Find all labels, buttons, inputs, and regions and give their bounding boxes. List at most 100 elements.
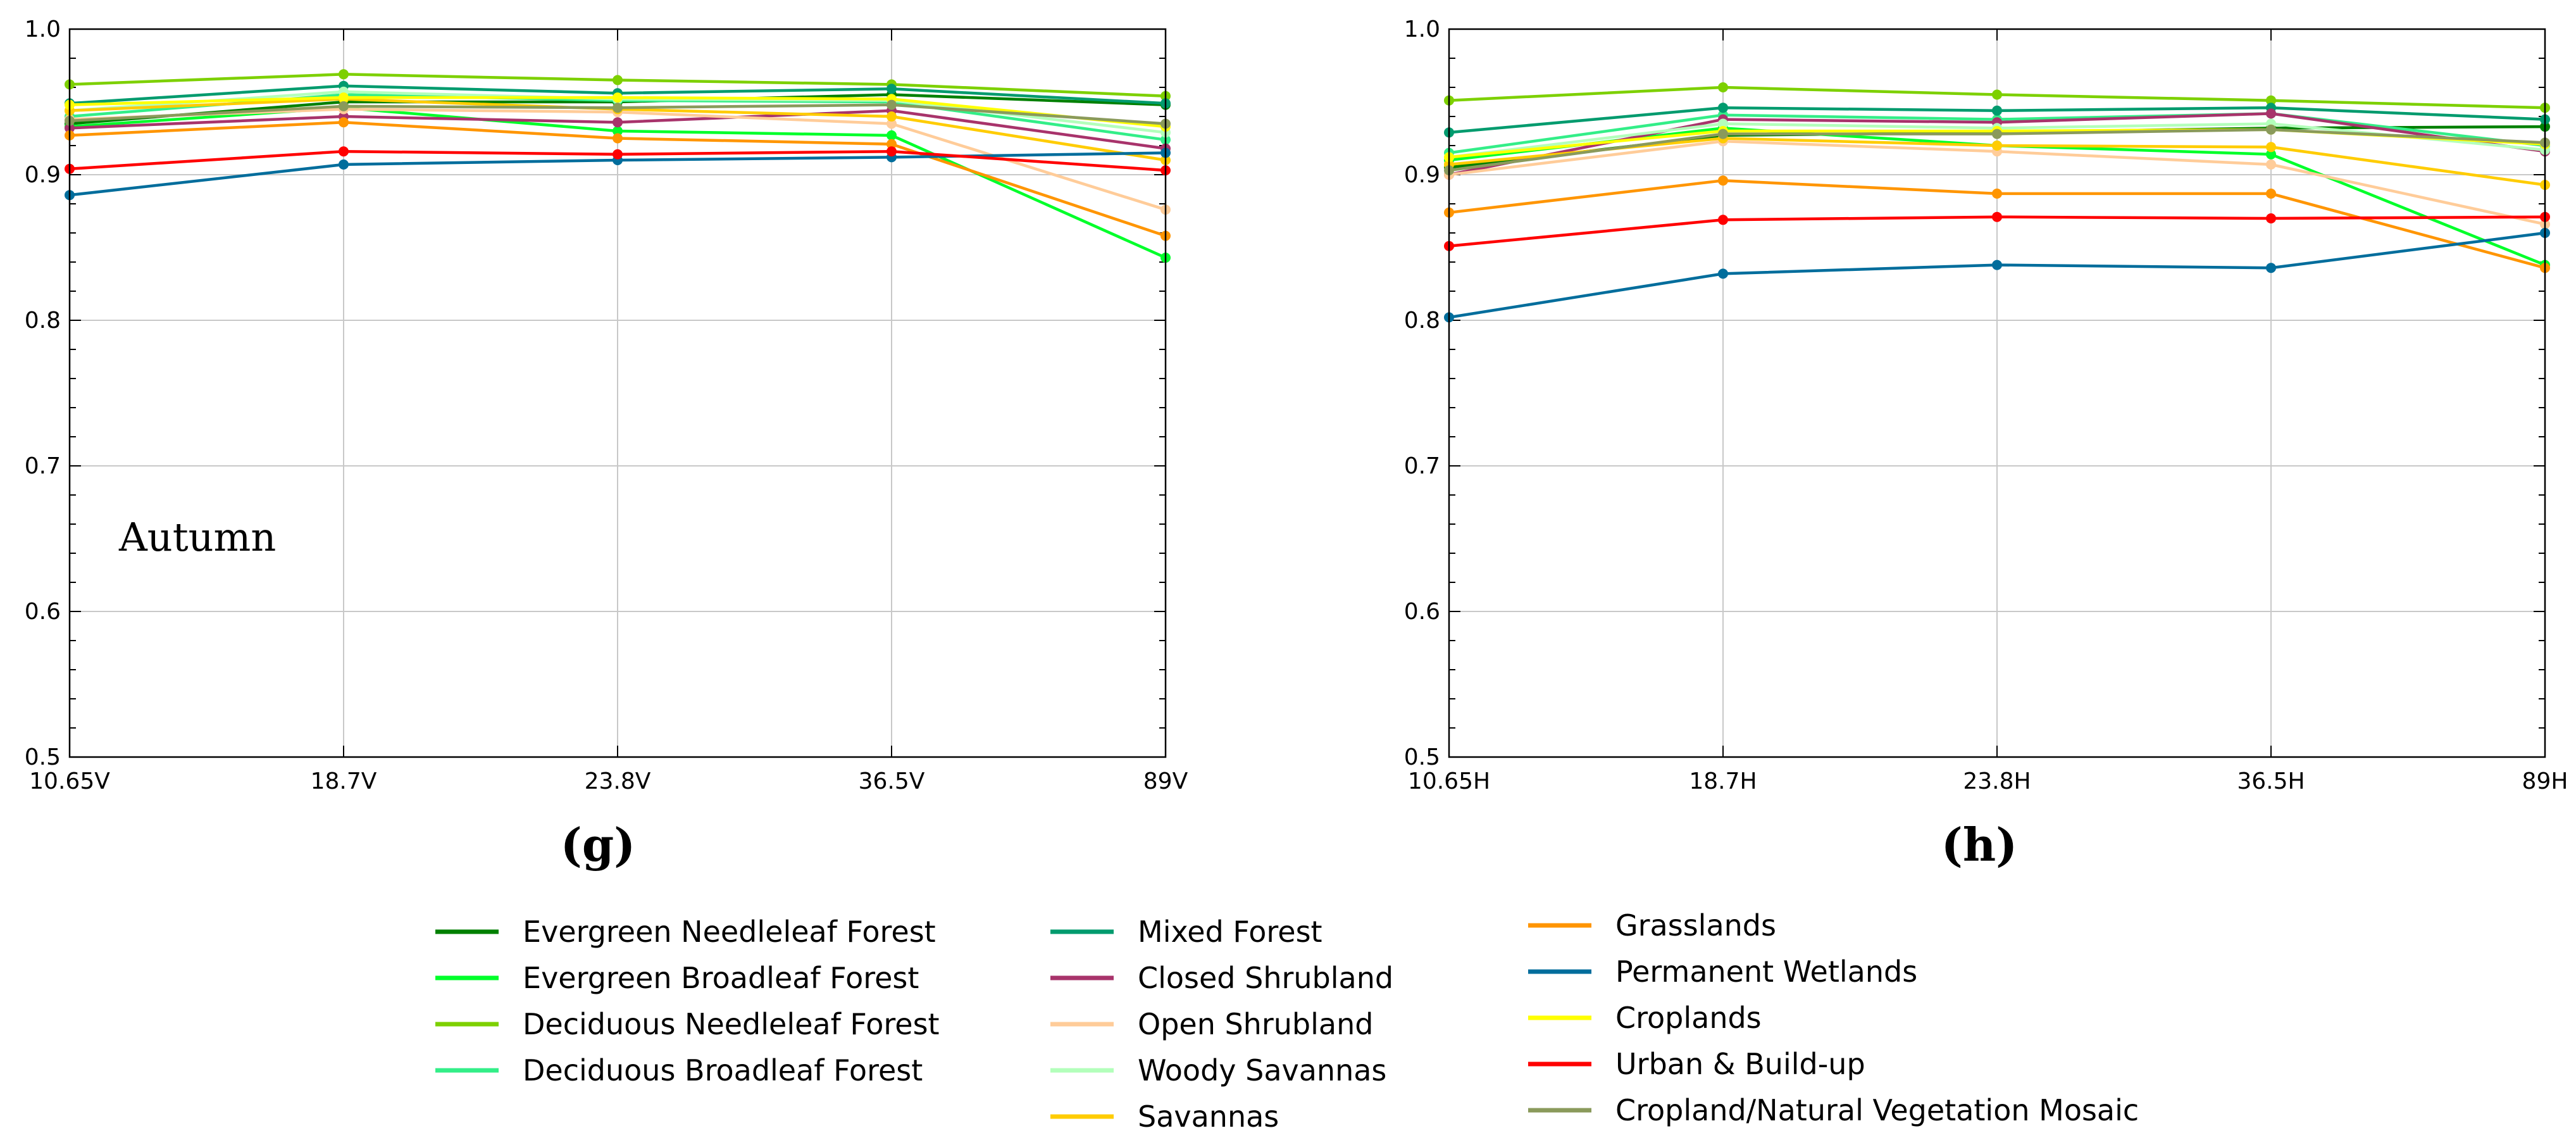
- x-tick-label: 18.7H: [1689, 768, 1757, 794]
- axes-frame: [1448, 28, 2546, 758]
- data-point-savannas: [2266, 142, 2276, 153]
- legend-label: Urban & Build-up: [1615, 1047, 1865, 1081]
- data-point-grasslands: [887, 139, 897, 149]
- data-point-woody-savannas: [1718, 118, 1728, 129]
- y-tick-label: 0.5: [1404, 744, 1440, 770]
- data-point-permanent-wetlands: [339, 159, 349, 170]
- data-point-mixed-forest: [887, 84, 897, 94]
- data-point-deciduous-needleleaf-forest: [1992, 89, 2002, 100]
- data-point-closed-shrubland: [2266, 108, 2276, 119]
- data-point-urban-build-up: [2266, 213, 2276, 223]
- legend-item: Open Shrubland: [1050, 1007, 1373, 1041]
- legend-item: Croplands: [1528, 1001, 1762, 1035]
- legend-label: Evergreen Broadleaf Forest: [523, 961, 919, 995]
- y-tick-label: 0.5: [25, 744, 61, 770]
- legend-label: Deciduous Broadleaf Forest: [523, 1053, 923, 1087]
- panel-h-chart: 0.5 0.6 0.7 0.8 0.9 1.0 10.65H 18.7H 23.8H 36.5H 8…: [1404, 16, 2568, 794]
- data-point-mixed-forest: [1992, 105, 2002, 116]
- data-point-grasslands: [613, 133, 623, 144]
- panel-label-g: (g): [561, 818, 635, 872]
- legend-label: Closed Shrubland: [1138, 961, 1393, 995]
- legend-item: Urban & Build-up: [1528, 1047, 1865, 1081]
- data-point-deciduous-needleleaf-forest: [613, 75, 623, 85]
- series-group: [1444, 82, 2550, 323]
- legend-label: Cropland/Natural Vegetation Mosaic: [1615, 1093, 2139, 1127]
- legend-item: Deciduous Needleleaf Forest: [435, 1007, 940, 1041]
- y-tick-label: 0.9: [25, 162, 61, 188]
- legend-label: Woody Savannas: [1138, 1053, 1386, 1087]
- y-tick-label: 1.0: [25, 16, 61, 42]
- y-tick-label: 0.6: [1404, 599, 1440, 625]
- data-point-croplands: [339, 92, 349, 103]
- legend-label: Mixed Forest: [1138, 915, 1322, 949]
- data-point-cropland-natural-vegetation-mosaic: [1718, 128, 1728, 139]
- legend-label: Deciduous Needleleaf Forest: [523, 1007, 940, 1041]
- legend-item: Permanent Wetlands: [1528, 955, 1917, 989]
- x-tick-label: 36.5V: [859, 768, 925, 794]
- x-tick-label: 18.7V: [311, 768, 377, 794]
- data-point-open-shrubland: [887, 118, 897, 129]
- data-point-urban-build-up: [887, 146, 897, 157]
- legend-label: Croplands: [1615, 1001, 1762, 1035]
- legend-label: Open Shrubland: [1138, 1007, 1373, 1041]
- panel-g-chart: 0.5 0.6 0.7 0.8 0.9 1.0 10.65V 18.7V 23.8V 36.5V 8…: [25, 16, 1188, 794]
- y-tick-label: 0.9: [1404, 162, 1440, 188]
- data-point-cropland-natural-vegetation-mosaic: [2266, 124, 2276, 135]
- series-group: [65, 69, 1171, 263]
- legend-label: Evergreen Needleleaf Forest: [523, 915, 936, 949]
- panel-label-h: (h): [1941, 818, 2017, 872]
- data-point-permanent-wetlands: [1992, 260, 2002, 270]
- legend-item: Deciduous Broadleaf Forest: [435, 1053, 923, 1087]
- data-point-urban-build-up: [339, 146, 349, 157]
- legend-item: Evergreen Broadleaf Forest: [435, 961, 919, 995]
- data-point-cropland-natural-vegetation-mosaic: [613, 103, 623, 113]
- x-tick-label: 89V: [1143, 768, 1188, 794]
- data-point-grasslands: [2266, 188, 2276, 199]
- legend-item: Grasslands: [1528, 908, 1776, 943]
- data-point-evergreen-broadleaf-forest: [887, 130, 897, 141]
- data-point-urban-build-up: [613, 149, 623, 160]
- x-tick-label: 23.8V: [585, 768, 651, 794]
- x-tick-label: 10.65H: [1408, 768, 1490, 794]
- data-point-grasslands: [1992, 188, 2002, 199]
- data-point-cropland-natural-vegetation-mosaic: [1992, 128, 2002, 139]
- data-point-evergreen-broadleaf-forest: [2266, 149, 2276, 160]
- y-tick-label: 1.0: [1404, 16, 1440, 42]
- y-tick-label: 0.8: [25, 308, 61, 334]
- data-point-deciduous-needleleaf-forest: [2266, 95, 2276, 106]
- y-tick-label: 0.6: [25, 599, 61, 625]
- data-point-croplands: [613, 92, 623, 103]
- x-tick-label: 10.65V: [29, 768, 110, 794]
- legend-item: Evergreen Needleleaf Forest: [435, 915, 936, 949]
- legend-item: Mixed Forest: [1050, 915, 1322, 949]
- y-tick-label: 0.8: [1404, 308, 1440, 334]
- data-point-grasslands: [1718, 175, 1728, 186]
- x-tick-label: 36.5H: [2237, 768, 2305, 794]
- legend-item: Closed Shrubland: [1050, 961, 1393, 995]
- data-point-permanent-wetlands: [1718, 268, 1728, 279]
- data-point-grasslands: [339, 117, 349, 128]
- legend-item: Woody Savannas: [1050, 1053, 1386, 1087]
- x-tick-label: 89H: [2522, 768, 2568, 794]
- legend-item: Cropland/Natural Vegetation Mosaic: [1528, 1093, 2139, 1127]
- data-point-permanent-wetlands: [2266, 263, 2276, 273]
- data-point-cropland-natural-vegetation-mosaic: [887, 99, 897, 110]
- data-point-open-shrubland: [2266, 159, 2276, 170]
- legend-label: Grasslands: [1615, 908, 1776, 943]
- season-annotation: Autumn: [118, 514, 276, 560]
- y-tick-label: 0.7: [25, 453, 61, 479]
- legend: Evergreen Needleleaf Forest Evergreen Bro…: [435, 908, 2139, 1134]
- legend-label: Permanent Wetlands: [1615, 955, 1917, 989]
- data-point-evergreen-broadleaf-forest: [613, 126, 623, 136]
- data-point-urban-build-up: [1992, 211, 2002, 222]
- data-point-deciduous-needleleaf-forest: [1718, 82, 1728, 92]
- data-point-cropland-natural-vegetation-mosaic: [339, 101, 349, 111]
- data-point-closed-shrubland: [613, 117, 623, 128]
- y-tick-label: 0.7: [1404, 453, 1440, 479]
- data-point-savannas: [1992, 141, 2002, 151]
- axes-frame: [68, 28, 1167, 758]
- data-point-savannas: [887, 111, 897, 122]
- data-point-urban-build-up: [1718, 215, 1728, 225]
- legend-item: Savannas: [1050, 1099, 1279, 1134]
